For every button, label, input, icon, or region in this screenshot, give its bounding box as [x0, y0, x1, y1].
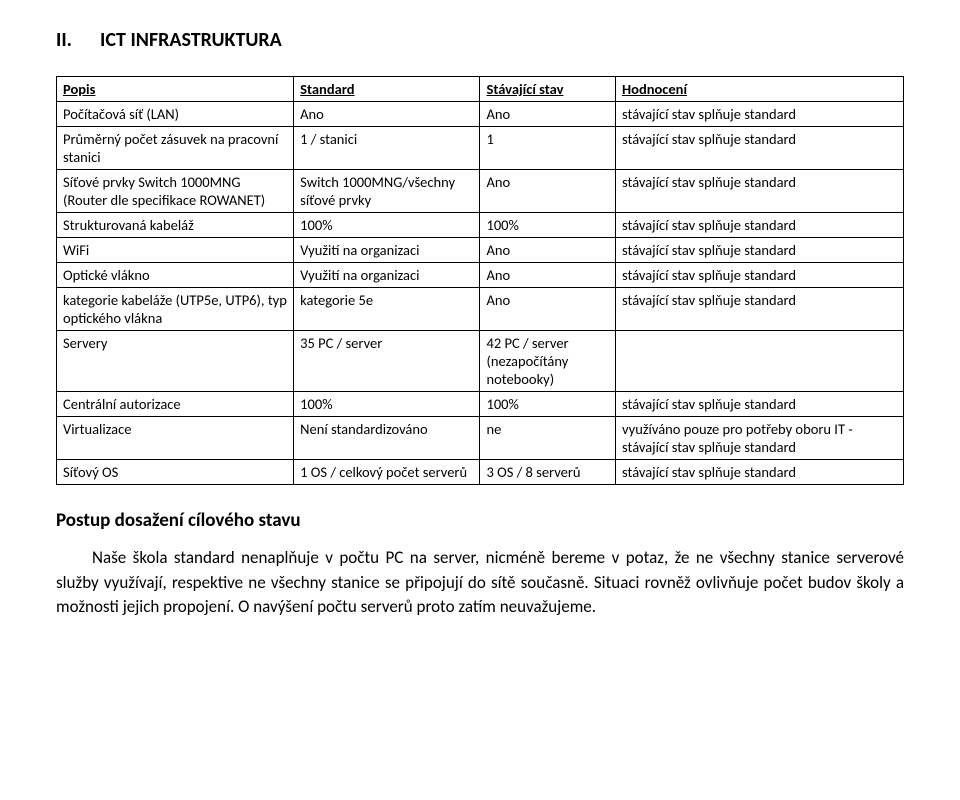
cell: stávající stav splňuje standard	[616, 460, 904, 485]
table-header-row: Popis Standard Stávající stav Hodnocení	[57, 77, 904, 102]
cell: Ano	[480, 263, 616, 288]
cell: Virtualizace	[57, 417, 294, 460]
cell: Optické vlákno	[57, 263, 294, 288]
cell: WiFi	[57, 238, 294, 263]
cell: stávající stav splňuje standard	[616, 170, 904, 213]
cell: 100%	[294, 213, 480, 238]
cell: 1 / stanici	[294, 127, 480, 170]
cell: Není standardizováno	[294, 417, 480, 460]
cell: stávající stav splňuje standard	[616, 127, 904, 170]
cell: kategorie kabeláže (UTP5e, UTP6), typ op…	[57, 288, 294, 331]
table-row: Síťové prvky Switch 1000MNG (Router dle …	[57, 170, 904, 213]
cell: Síťový OS	[57, 460, 294, 485]
cell: stávající stav splňuje standard	[616, 213, 904, 238]
table-row: kategorie kabeláže (UTP5e, UTP6), typ op…	[57, 288, 904, 331]
cell: 100%	[480, 392, 616, 417]
cell: Počítačová síť (LAN)	[57, 102, 294, 127]
section-title-text: ICT INFRASTRUKTURA	[100, 28, 282, 52]
cell: stávající stav splňuje standard	[616, 102, 904, 127]
section-number: II.	[56, 28, 100, 52]
cell: Ano	[480, 238, 616, 263]
cell: Servery	[57, 331, 294, 392]
cell: 100%	[294, 392, 480, 417]
table-row: Optické vlákno Využití na organizaci Ano…	[57, 263, 904, 288]
table-row: Počítačová síť (LAN) Ano Ano stávající s…	[57, 102, 904, 127]
col-stavajici: Stávající stav	[480, 77, 616, 102]
cell: stávající stav splňuje standard	[616, 288, 904, 331]
body-paragraph: Naše škola standard nenaplňuje v počtu P…	[56, 546, 904, 620]
cell: 35 PC / server	[294, 331, 480, 392]
cell: kategorie 5e	[294, 288, 480, 331]
col-standard: Standard	[294, 77, 480, 102]
cell: stávající stav splňuje standard	[616, 392, 904, 417]
cell: Ano	[480, 170, 616, 213]
page: II.ICT INFRASTRUKTURA Popis Standard Stá…	[0, 0, 960, 660]
postup-heading: Postup dosažení cílového stavu	[56, 509, 904, 532]
cell: Síťové prvky Switch 1000MNG (Router dle …	[57, 170, 294, 213]
cell: 1	[480, 127, 616, 170]
infrastructure-table: Popis Standard Stávající stav Hodnocení …	[56, 76, 904, 485]
cell: 3 OS / 8 serverů	[480, 460, 616, 485]
cell: ne	[480, 417, 616, 460]
cell: Ano	[480, 288, 616, 331]
table-row: Servery 35 PC / server 42 PC / server (n…	[57, 331, 904, 392]
cell: Strukturovaná kabeláž	[57, 213, 294, 238]
table-row: Průměrný počet zásuvek na pracovní stani…	[57, 127, 904, 170]
table-row: WiFi Využití na organizaci Ano stávající…	[57, 238, 904, 263]
col-hodnoceni: Hodnocení	[616, 77, 904, 102]
cell: stávající stav splňuje standard	[616, 238, 904, 263]
cell	[616, 331, 904, 392]
cell: stávající stav splňuje standard	[616, 263, 904, 288]
table-row: Strukturovaná kabeláž 100% 100% stávajíc…	[57, 213, 904, 238]
table-row: Virtualizace Není standardizováno ne vyu…	[57, 417, 904, 460]
cell: Využití na organizaci	[294, 263, 480, 288]
cell: 1 OS / celkový počet serverů	[294, 460, 480, 485]
cell: Ano	[294, 102, 480, 127]
cell: Využití na organizaci	[294, 238, 480, 263]
col-popis: Popis	[57, 77, 294, 102]
cell: Ano	[480, 102, 616, 127]
cell: Switch 1000MNG/všechny síťové prvky	[294, 170, 480, 213]
table-row: Síťový OS 1 OS / celkový počet serverů 3…	[57, 460, 904, 485]
table-row: Centrální autorizace 100% 100% stávající…	[57, 392, 904, 417]
section-title: II.ICT INFRASTRUKTURA	[56, 28, 904, 52]
cell: Centrální autorizace	[57, 392, 294, 417]
cell: využíváno pouze pro potřeby oboru IT - s…	[616, 417, 904, 460]
cell: Průměrný počet zásuvek na pracovní stani…	[57, 127, 294, 170]
cell: 100%	[480, 213, 616, 238]
cell: 42 PC / server (nezapočítány notebooky)	[480, 331, 616, 392]
